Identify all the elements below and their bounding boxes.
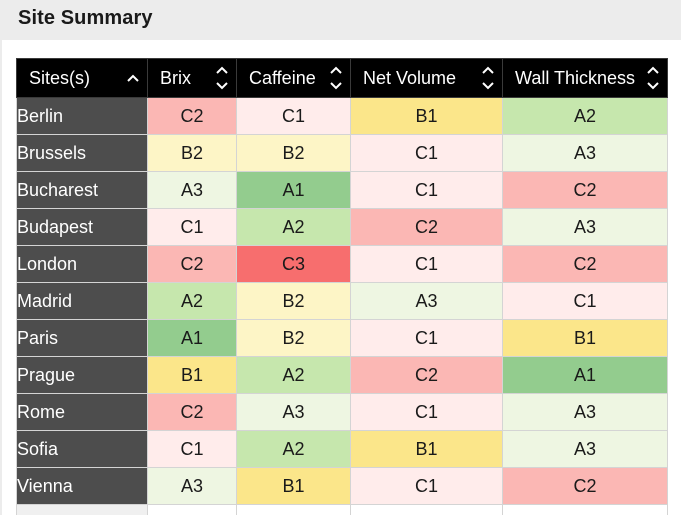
site-name-cell[interactable]: Bucharest bbox=[16, 171, 148, 209]
rating-cell[interactable]: C1 bbox=[147, 208, 237, 246]
site-name-cell[interactable]: Vienna bbox=[16, 467, 148, 505]
rating-cell[interactable]: A2 bbox=[236, 430, 351, 468]
rating-cell[interactable]: C2 bbox=[502, 171, 668, 209]
rating-cell[interactable]: A1 bbox=[147, 319, 237, 357]
table-row: Madrid A2 B2 A3 C1 bbox=[16, 282, 668, 320]
table-body: Berlin C2 C1 B1 A2 Brussels B2 B2 C1 A3 Bucharest A… bbox=[16, 97, 668, 515]
table-row: Bucharest A3 A1 C1 C2 bbox=[16, 171, 668, 209]
column-header-label: Wall Thickness bbox=[515, 67, 636, 88]
site-name-cell[interactable]: Rome bbox=[16, 393, 148, 431]
column-header-label: Brix bbox=[160, 67, 191, 88]
rating-cell[interactable]: B1 bbox=[350, 97, 503, 135]
table-row-partial bbox=[16, 504, 668, 515]
sort-toggle-icon[interactable] bbox=[480, 63, 496, 93]
table-row: Sofia C1 A2 B1 A3 bbox=[16, 430, 668, 468]
rating-cell[interactable]: C1 bbox=[350, 467, 503, 505]
rating-cell[interactable]: B1 bbox=[236, 467, 351, 505]
site-name-cell[interactable]: Budapest bbox=[16, 208, 148, 246]
panel-header: Site Summary bbox=[0, 0, 681, 40]
site-name-cell[interactable]: Sofia bbox=[16, 430, 148, 468]
column-header-label: Caffeine bbox=[249, 67, 316, 88]
column-header-net-volume[interactable]: Net Volume bbox=[350, 58, 503, 98]
rating-cell[interactable]: A1 bbox=[502, 356, 668, 394]
rating-cell[interactable]: C2 bbox=[502, 467, 668, 505]
rating-cell[interactable]: C2 bbox=[502, 245, 668, 283]
rating-cell[interactable]: C1 bbox=[147, 430, 237, 468]
empty-cell bbox=[350, 504, 503, 515]
empty-cell bbox=[16, 504, 148, 515]
rating-cell[interactable]: C2 bbox=[147, 97, 237, 135]
rating-cell[interactable]: B1 bbox=[350, 430, 503, 468]
rating-cell[interactable]: C1 bbox=[502, 282, 668, 320]
column-header-brix[interactable]: Brix bbox=[147, 58, 237, 98]
rating-cell[interactable]: A3 bbox=[502, 208, 668, 246]
rating-cell[interactable]: A2 bbox=[236, 208, 351, 246]
sort-toggle-icon[interactable] bbox=[645, 63, 661, 93]
site-name-cell[interactable]: Berlin bbox=[16, 97, 148, 135]
empty-cell bbox=[502, 504, 668, 515]
table-row: Berlin C2 C1 B1 A2 bbox=[16, 97, 668, 135]
column-header-label: Net Volume bbox=[363, 67, 457, 88]
rating-cell[interactable]: C1 bbox=[236, 97, 351, 135]
site-name-cell[interactable]: London bbox=[16, 245, 148, 283]
panel-title: Site Summary bbox=[18, 7, 153, 29]
site-name-cell[interactable]: Brussels bbox=[16, 134, 148, 172]
rating-cell[interactable]: C2 bbox=[147, 245, 237, 283]
rating-cell[interactable]: A3 bbox=[236, 393, 351, 431]
rating-cell[interactable]: C2 bbox=[147, 393, 237, 431]
rating-cell[interactable]: C1 bbox=[350, 245, 503, 283]
table-row: Paris A1 B2 C1 B1 bbox=[16, 319, 668, 357]
table-row: London C2 C3 C1 C2 bbox=[16, 245, 668, 283]
table-row: Budapest C1 A2 C2 A3 bbox=[16, 208, 668, 246]
rating-cell[interactable]: A2 bbox=[502, 97, 668, 135]
rating-cell[interactable]: B2 bbox=[236, 319, 351, 357]
rating-cell[interactable]: C1 bbox=[350, 171, 503, 209]
rating-cell[interactable]: B2 bbox=[236, 134, 351, 172]
rating-cell[interactable]: A3 bbox=[502, 430, 668, 468]
column-header-label: Sites(s) bbox=[29, 67, 91, 88]
rating-cell[interactable]: A3 bbox=[147, 467, 237, 505]
site-name-cell[interactable]: Prague bbox=[16, 356, 148, 394]
sort-toggle-icon[interactable] bbox=[328, 63, 344, 93]
rating-cell[interactable]: A3 bbox=[147, 171, 237, 209]
rating-cell[interactable]: C2 bbox=[350, 356, 503, 394]
column-header-wall-thickness[interactable]: Wall Thickness bbox=[502, 58, 668, 98]
rating-cell[interactable]: B2 bbox=[147, 134, 237, 172]
rating-cell[interactable]: A3 bbox=[350, 282, 503, 320]
sort-ascending-icon[interactable] bbox=[125, 63, 141, 93]
rating-cell[interactable]: A2 bbox=[236, 356, 351, 394]
table-row: Prague B1 A2 C2 A1 bbox=[16, 356, 668, 394]
table-row: Vienna A3 B1 C1 C2 bbox=[16, 467, 668, 505]
rating-cell[interactable]: C2 bbox=[350, 208, 503, 246]
rating-cell[interactable]: C1 bbox=[350, 134, 503, 172]
rating-cell[interactable]: A3 bbox=[502, 393, 668, 431]
header-row: Sites(s) Brix bbox=[16, 58, 668, 98]
rating-cell[interactable]: A2 bbox=[147, 282, 237, 320]
table-row: Brussels B2 B2 C1 A3 bbox=[16, 134, 668, 172]
rating-cell[interactable]: B1 bbox=[147, 356, 237, 394]
rating-cell[interactable]: B1 bbox=[502, 319, 668, 357]
rating-cell[interactable]: C3 bbox=[236, 245, 351, 283]
site-name-cell[interactable]: Madrid bbox=[16, 282, 148, 320]
rating-cell[interactable]: B2 bbox=[236, 282, 351, 320]
table-row: Rome C2 A3 C1 A3 bbox=[16, 393, 668, 431]
site-name-cell[interactable]: Paris bbox=[16, 319, 148, 357]
column-header-sites[interactable]: Sites(s) bbox=[16, 58, 148, 98]
sort-toggle-icon[interactable] bbox=[214, 63, 230, 93]
rating-cell[interactable]: C1 bbox=[350, 393, 503, 431]
empty-cell bbox=[147, 504, 237, 515]
rating-cell[interactable]: A1 bbox=[236, 171, 351, 209]
rating-cell[interactable]: C1 bbox=[350, 319, 503, 357]
column-header-caffeine[interactable]: Caffeine bbox=[236, 58, 351, 98]
empty-cell bbox=[236, 504, 351, 515]
rating-cell[interactable]: A3 bbox=[502, 134, 668, 172]
site-summary-table: Sites(s) Brix bbox=[16, 58, 668, 515]
